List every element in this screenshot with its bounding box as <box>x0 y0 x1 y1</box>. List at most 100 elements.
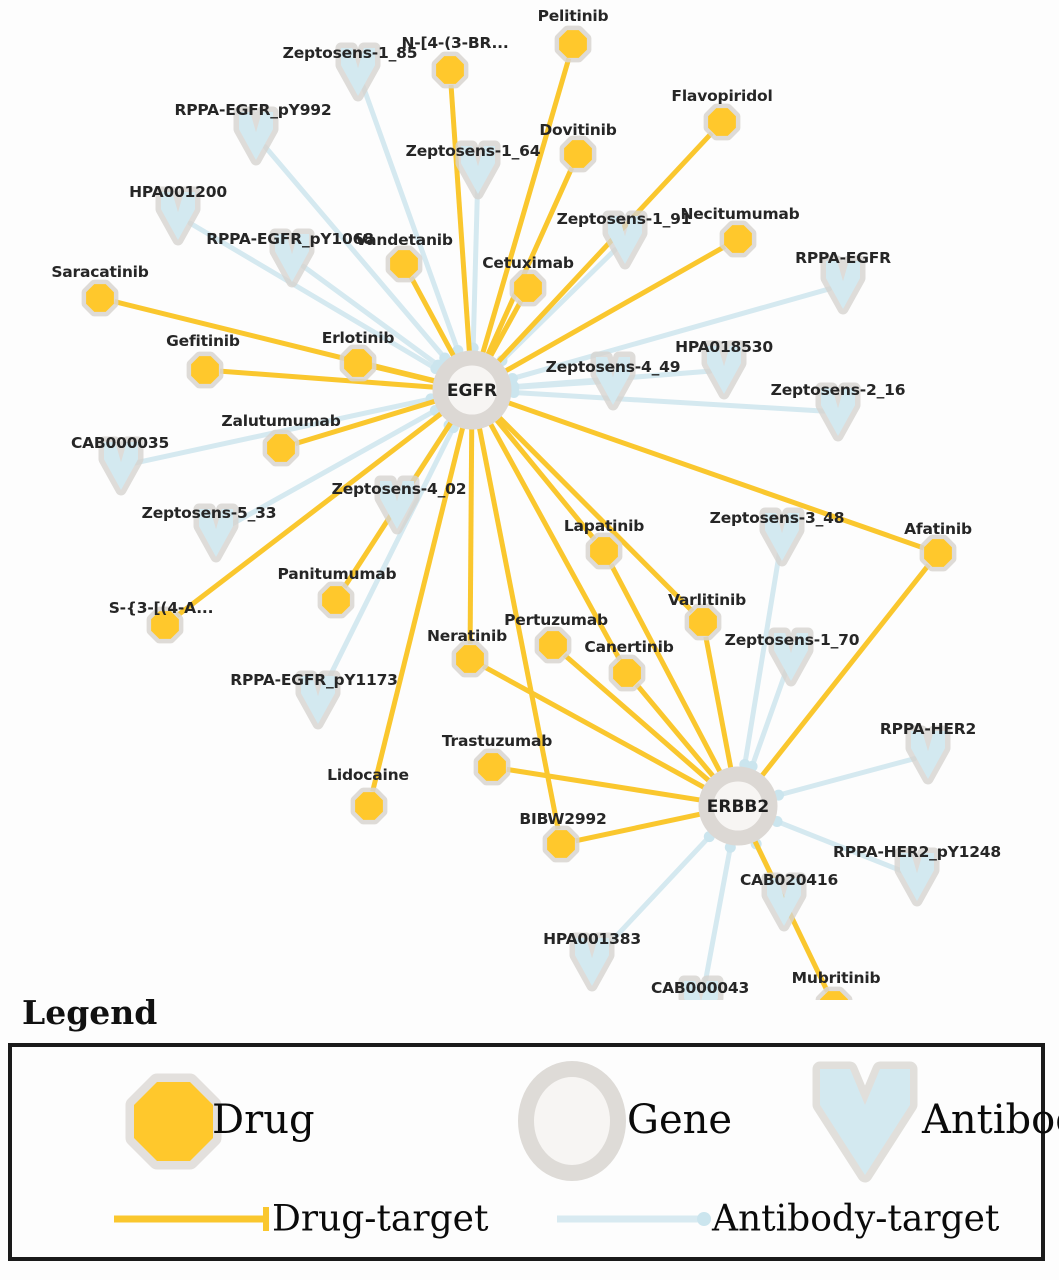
drug-node[interactable] <box>436 56 464 84</box>
drug-edge <box>479 57 572 359</box>
drug-node[interactable] <box>344 349 372 377</box>
drug-node[interactable] <box>559 30 587 58</box>
antibody-node[interactable] <box>161 192 195 240</box>
drug-edge <box>703 636 735 774</box>
antibody-edge <box>511 390 827 414</box>
legend-antibody-edge-sample <box>557 1212 711 1226</box>
antibody-edge <box>701 844 733 994</box>
antibody-edge <box>262 144 448 361</box>
drug-edge <box>448 84 473 357</box>
antibody-node[interactable] <box>684 981 718 1000</box>
antibody-node[interactable] <box>380 481 414 529</box>
drug-node-layer <box>81 25 957 1000</box>
drug-edge <box>500 244 727 376</box>
drug-edge <box>219 368 439 390</box>
antibody-edge <box>776 756 917 798</box>
drug-node[interactable] <box>514 274 542 302</box>
antibody-node[interactable] <box>821 388 855 436</box>
drug-edge <box>486 418 622 662</box>
legend-drug-target-label: Drug-target <box>272 1198 489 1240</box>
drug-edge <box>608 563 725 778</box>
drug-node[interactable] <box>191 356 219 384</box>
legend-box: Drug Gene Antibody Drug-target Antibody-… <box>8 1043 1059 1261</box>
antibody-node[interactable] <box>596 357 630 405</box>
drug-node[interactable] <box>478 753 506 781</box>
drug-edge <box>575 810 706 844</box>
antibody-node[interactable] <box>826 261 860 309</box>
antibody-node[interactable] <box>774 633 808 681</box>
antibody-node[interactable] <box>301 676 335 724</box>
legend-antibody-icon <box>812 1061 918 1183</box>
drug-edge <box>493 131 714 367</box>
gene-label-layer: EGFR ERBB2 <box>447 381 769 817</box>
drug-edge <box>494 412 695 614</box>
drug-edge <box>476 422 561 830</box>
network-graph: EGFR ERBB2 <box>81 25 957 1000</box>
drug-node[interactable] <box>724 225 752 253</box>
gene-node-label: ERBB2 <box>707 797 769 817</box>
drug-node[interactable] <box>86 284 114 312</box>
antibody-node[interactable] <box>911 731 945 779</box>
antibody-node[interactable] <box>707 346 741 394</box>
antibody-node[interactable] <box>575 938 609 986</box>
drug-edge <box>294 397 441 447</box>
drug-node[interactable] <box>590 537 618 565</box>
antibody-edge <box>225 407 438 529</box>
antibody-node[interactable] <box>461 146 495 194</box>
drug-node[interactable] <box>390 250 418 278</box>
drug-node[interactable] <box>564 140 592 168</box>
drug-edge-layer <box>113 57 931 993</box>
drug-edge <box>370 422 467 793</box>
antibody-node[interactable] <box>765 513 799 561</box>
drug-edge <box>483 166 575 361</box>
antibody-edge <box>742 548 783 768</box>
legend: Legend <box>0 985 1059 1280</box>
legend-title: Legend <box>22 993 158 1032</box>
antibody-node[interactable] <box>341 48 375 96</box>
antibody-node[interactable] <box>900 853 934 901</box>
legend-graphics <box>114 1061 918 1231</box>
drug-node[interactable] <box>322 586 350 614</box>
antibody-node[interactable] <box>239 112 273 160</box>
drug-node[interactable] <box>547 830 575 858</box>
drug-node[interactable] <box>820 991 848 1000</box>
antibody-edge <box>774 818 907 875</box>
legend-drug-icon <box>125 1073 222 1170</box>
antibody-node[interactable] <box>199 509 233 557</box>
drug-edge <box>506 766 705 804</box>
legend-antibody-target-label: Antibody-target <box>712 1198 1000 1240</box>
antibody-edge <box>509 286 833 382</box>
gene-node[interactable] <box>698 766 778 846</box>
drug-edge <box>408 276 459 362</box>
drug-edge <box>757 563 931 781</box>
drug-edge <box>372 364 440 385</box>
drug-node[interactable] <box>708 108 736 136</box>
antibody-edge <box>749 667 789 769</box>
antibody-node[interactable] <box>767 878 801 926</box>
antibody-node[interactable] <box>275 234 309 282</box>
antibody-edge <box>300 263 441 368</box>
drug-node[interactable] <box>355 792 383 820</box>
drug-node[interactable] <box>689 608 717 636</box>
gene-node[interactable] <box>432 350 512 430</box>
drug-node[interactable] <box>924 539 952 567</box>
legend-gene-icon <box>518 1061 626 1181</box>
drug-edge <box>503 398 925 551</box>
drug-node[interactable] <box>539 631 567 659</box>
gene-node-label: EGFR <box>447 381 497 401</box>
antibody-edge <box>360 82 461 353</box>
antibody-edge <box>470 181 481 351</box>
drug-edge <box>486 299 523 362</box>
drug-node[interactable] <box>613 659 641 687</box>
drug-edge <box>175 408 447 618</box>
drug-node[interactable] <box>456 645 484 673</box>
antibody-node[interactable] <box>104 442 138 490</box>
antibody-edge <box>321 425 456 690</box>
drug-node[interactable] <box>267 434 295 462</box>
legend-drug-edge-sample <box>114 1207 269 1231</box>
drug-edge <box>491 414 597 541</box>
drug-node[interactable] <box>151 611 179 639</box>
antibody-node[interactable] <box>608 216 642 264</box>
drug-edge <box>467 423 475 645</box>
